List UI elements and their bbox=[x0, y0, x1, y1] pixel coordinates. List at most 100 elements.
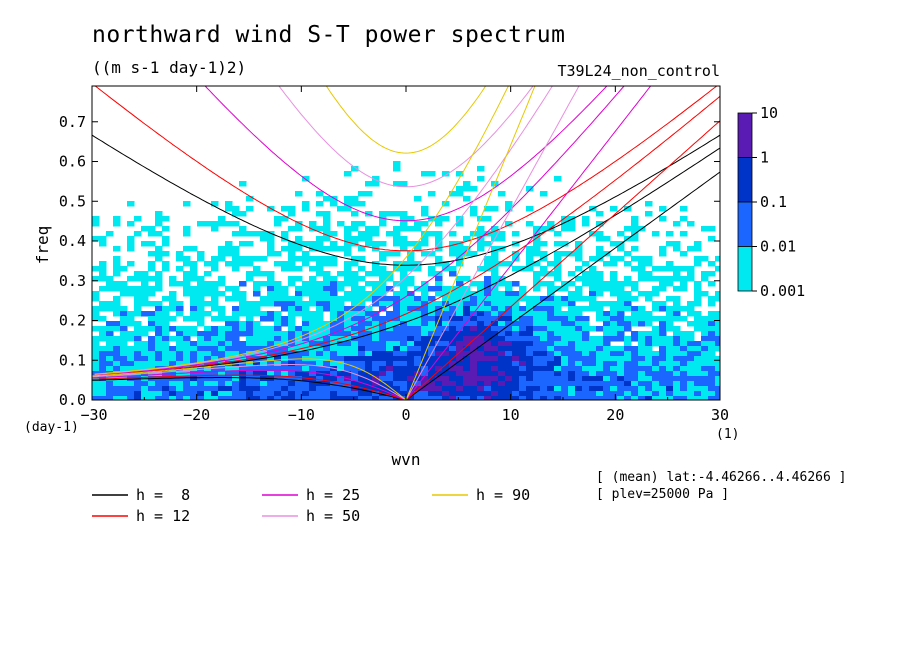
power-cell bbox=[526, 206, 534, 212]
power-cell bbox=[484, 256, 492, 262]
power-cell bbox=[344, 281, 352, 287]
power-cell bbox=[463, 321, 471, 327]
power-cell bbox=[575, 296, 583, 302]
power-cell bbox=[666, 371, 674, 377]
power-cell bbox=[211, 356, 219, 362]
power-cell bbox=[120, 381, 128, 387]
power-cell bbox=[519, 356, 527, 362]
power-cell bbox=[491, 391, 499, 397]
power-cell bbox=[428, 371, 436, 377]
power-cell bbox=[162, 381, 170, 387]
power-cell bbox=[610, 336, 618, 342]
power-cell bbox=[260, 256, 268, 262]
power-cell bbox=[99, 361, 107, 367]
power-cell bbox=[204, 261, 212, 267]
power-cell bbox=[589, 301, 597, 307]
power-cell bbox=[358, 296, 366, 302]
power-cell bbox=[330, 296, 338, 302]
power-cell bbox=[316, 226, 324, 232]
power-cell bbox=[92, 356, 100, 362]
power-cell bbox=[568, 331, 576, 337]
power-cell bbox=[442, 396, 450, 400]
power-cell bbox=[645, 356, 653, 362]
power-cell bbox=[414, 321, 422, 327]
power-cell bbox=[680, 251, 688, 257]
power-cell bbox=[463, 301, 471, 307]
power-cell bbox=[589, 396, 597, 400]
power-cell bbox=[218, 311, 226, 317]
power-cell bbox=[281, 306, 289, 312]
power-cell bbox=[673, 266, 681, 272]
power-cell bbox=[323, 256, 331, 262]
power-cell bbox=[442, 391, 450, 397]
power-cell bbox=[246, 331, 254, 337]
power-cell bbox=[666, 341, 674, 347]
power-cell bbox=[687, 221, 695, 227]
power-cell bbox=[190, 331, 198, 337]
power-cell bbox=[442, 381, 450, 387]
power-cell bbox=[204, 391, 212, 397]
power-cell bbox=[435, 391, 443, 397]
power-cell bbox=[169, 386, 177, 392]
power-cell bbox=[141, 391, 149, 397]
power-cell bbox=[197, 221, 205, 227]
power-cell bbox=[715, 321, 720, 327]
power-cell bbox=[309, 326, 317, 332]
power-cell bbox=[596, 371, 604, 377]
power-cell bbox=[519, 366, 527, 372]
power-cell bbox=[239, 291, 247, 297]
power-cell bbox=[680, 231, 688, 237]
power-cell bbox=[400, 181, 408, 187]
power-cell bbox=[288, 326, 296, 332]
power-cell bbox=[155, 351, 163, 357]
power-cell bbox=[183, 316, 191, 322]
power-cell bbox=[344, 206, 352, 212]
power-cell bbox=[351, 321, 359, 327]
power-cell bbox=[253, 376, 261, 382]
power-cell bbox=[610, 361, 618, 367]
power-cell bbox=[477, 376, 485, 382]
power-cell bbox=[155, 256, 163, 262]
power-cell bbox=[561, 356, 569, 362]
power-cell bbox=[477, 386, 485, 392]
power-cell bbox=[414, 336, 422, 342]
power-cell bbox=[449, 311, 457, 317]
y-axis-label: freq bbox=[33, 226, 52, 265]
power-cell bbox=[197, 286, 205, 292]
power-cell bbox=[512, 331, 520, 337]
power-cell bbox=[456, 296, 464, 302]
power-cell bbox=[127, 391, 135, 397]
power-cell bbox=[603, 321, 611, 327]
power-cell bbox=[477, 396, 485, 400]
power-cell bbox=[372, 346, 380, 352]
power-cell bbox=[155, 216, 163, 222]
power-cell bbox=[701, 366, 709, 372]
power-cell bbox=[239, 231, 247, 237]
power-cell bbox=[708, 346, 716, 352]
power-cell bbox=[274, 336, 282, 342]
power-cell bbox=[204, 286, 212, 292]
power-cell bbox=[274, 386, 282, 392]
power-cell bbox=[428, 216, 436, 222]
power-cell bbox=[190, 266, 198, 272]
power-cell bbox=[232, 366, 240, 372]
power-cell bbox=[512, 281, 520, 287]
power-cell bbox=[428, 311, 436, 317]
power-cell bbox=[505, 391, 513, 397]
x-tick-label: −10 bbox=[288, 406, 315, 424]
power-cell bbox=[659, 251, 667, 257]
power-cell bbox=[92, 341, 100, 347]
power-cell bbox=[680, 371, 688, 377]
power-cell bbox=[302, 326, 310, 332]
power-cell bbox=[260, 391, 268, 397]
power-cell bbox=[323, 366, 331, 372]
power-cell bbox=[344, 341, 352, 347]
power-cell bbox=[568, 366, 576, 372]
power-cell bbox=[533, 331, 541, 337]
power-cell bbox=[589, 351, 597, 357]
power-cell bbox=[631, 216, 639, 222]
power-cell bbox=[596, 326, 604, 332]
power-cell bbox=[246, 256, 254, 262]
power-cell bbox=[190, 306, 198, 312]
power-cell bbox=[239, 241, 247, 247]
